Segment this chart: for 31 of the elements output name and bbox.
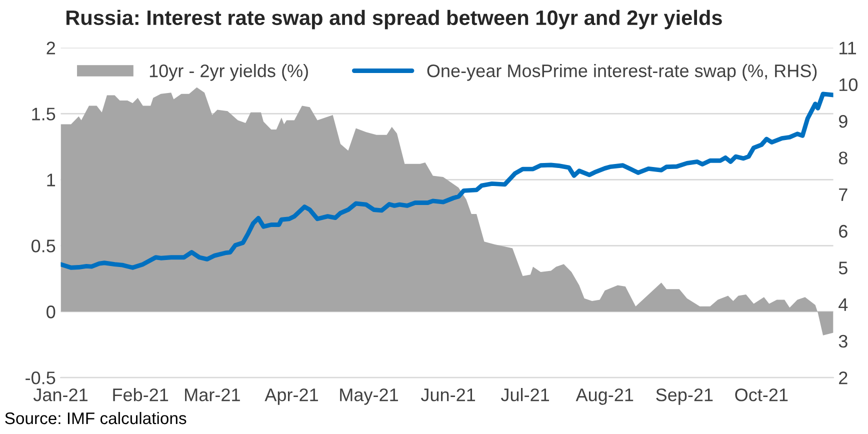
x-tick-label: May-21 (340, 388, 398, 405)
y-tick-label: 0 (46, 306, 56, 318)
source-note: Source: IMF calculations (5, 412, 186, 424)
y2-tick-label: 11 (840, 42, 856, 54)
line-series (60, 92, 834, 270)
y2-tick-label: 3 (838, 334, 848, 348)
x-tick-label: Apr-21 (264, 388, 318, 405)
y-tick-label: 1.5 (32, 108, 56, 120)
y-tick-label: -0.5 (26, 372, 56, 384)
x-tick-label: Oct-21 (735, 388, 788, 402)
y2-tick-label: 7 (839, 188, 848, 201)
x-tick-label: Jan-21 (33, 388, 88, 402)
y2-tick-label: 2 (839, 372, 848, 384)
x-tick-label: Jul-21 (500, 388, 550, 402)
y-tick-label: 0.5 (32, 240, 56, 252)
y-tick-label: 2 (46, 42, 55, 54)
chart-title: Russia: Interest rate swap and spread between 10yr and 2yr yields (66, 10, 722, 30)
y2-tick-label: 10 (840, 78, 858, 92)
y2-tick-label: 6 (839, 224, 848, 238)
x-tick-label: Sep-21 (656, 388, 713, 405)
y2-tick-label: 5 (838, 262, 848, 274)
x-tick-label: Mar-21 (185, 388, 240, 402)
y2-tick-label: 8 (838, 152, 848, 164)
x-tick-label: Jun-21 (420, 388, 476, 402)
x-tick-label: Feb-21 (113, 388, 168, 402)
legend-label: One-year MosPrime interest-rate swap (%, RHS) (427, 64, 817, 81)
y-tick-label: 1 (47, 174, 56, 186)
y2-tick-label: 4 (838, 298, 848, 311)
x-tick-label: Aug-21 (576, 388, 634, 405)
legend-label: 10yr - 2yr yields (%) (150, 64, 308, 81)
y2-tick-label: 9 (838, 114, 848, 128)
